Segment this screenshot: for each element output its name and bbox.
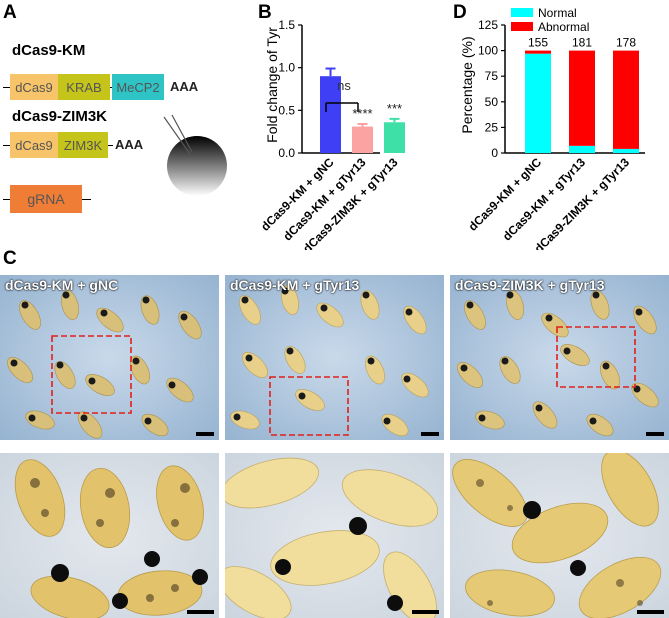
scale-bar: [187, 610, 214, 614]
chart-b-bar: [352, 126, 373, 153]
chart-d-bar-normal: [525, 53, 551, 154]
photo-zim-zoom: [450, 453, 669, 618]
chart-d-ytick-label: 0: [491, 146, 498, 160]
chart-b-significance: ****: [352, 106, 372, 121]
chart-b-ytick-label: 0.0: [278, 146, 295, 160]
chart-d-n-label: 178: [616, 36, 636, 50]
photo-label-zim: dCas9-ZIM3K + gTyr13: [455, 277, 605, 293]
chart-b-ylabel: Fold change of Tyr: [264, 27, 280, 143]
embryo-injection-illustration: [163, 114, 227, 196]
grna-block: gRNA: [10, 185, 82, 213]
chart-d-ytick-label: 75: [485, 69, 499, 83]
photo-gnc-zoom: [0, 453, 219, 618]
legend-swatch-abnormal: [511, 22, 533, 31]
krab-block: KRAB: [58, 74, 110, 100]
chart-b-ytick-label: 1.5: [278, 18, 295, 32]
ns-label: ns: [337, 78, 351, 93]
chart-d-n-label: 155: [528, 36, 548, 50]
photo-gnc-overview: dCas9-KM + gNC: [0, 275, 219, 440]
embryo-icon: [167, 136, 227, 196]
panel-label-c: C: [3, 248, 17, 269]
chart-d-ytick-label: 25: [485, 120, 499, 134]
scale-bar: [196, 432, 214, 436]
scale-bar: [421, 432, 439, 436]
panel-label-a: A: [3, 2, 17, 23]
phenotype-percentage-chart: Percentage (%) 0 25 50 75 100 125 155 dCas9-KM…: [459, 6, 645, 250]
photo-label-gnc: dCas9-KM + gNC: [5, 277, 119, 293]
chart-b-ytick-label: 1.0: [278, 61, 295, 75]
chart-d-bar-abnormal: [525, 50, 551, 54]
chart-b-ytick-label: 0.5: [278, 103, 295, 117]
chart-d-ylabel: Percentage (%): [459, 36, 475, 133]
legend-swatch-normal: [511, 8, 533, 17]
needle-icon: [163, 116, 191, 155]
polya-tail-zim: AAA: [113, 137, 146, 152]
chart-d-category-label: dCas9-KM + gNC: [466, 155, 545, 234]
dcas9-block-zim: dCas9: [10, 132, 58, 158]
photo-label-km: dCas9-KM + gTyr13: [230, 277, 360, 293]
chart-d-category-label: dCas9-KM + gTyr13: [500, 155, 588, 243]
chart-d-bar-normal: [613, 148, 639, 153]
chart-d-ytick-label: 125: [478, 18, 498, 32]
chart-d-bar-normal: [569, 145, 595, 153]
mecp2-block: MeCP2: [112, 74, 164, 100]
construct-title-km: dCas9-KM: [12, 42, 86, 59]
chart-d-ytick-label: 50: [485, 95, 499, 109]
photo-km-overview: dCas9-KM + gTyr13: [225, 275, 444, 440]
scale-bar: [412, 610, 439, 614]
construct-title-zim: dCas9-ZIM3K: [12, 108, 108, 125]
legend-label-abnormal: Abnormal: [538, 20, 589, 34]
chart-b-bar: [320, 76, 341, 153]
polya-tail-km: AAA: [168, 79, 201, 94]
dcas9-block-km: dCas9: [10, 74, 58, 100]
scale-bar: [646, 432, 664, 436]
photo-km-zoom: [225, 453, 444, 618]
photo-zim-overview: dCas9-ZIM3K + gTyr13: [450, 275, 669, 440]
chart-d-bar-abnormal: [569, 50, 595, 146]
zim3k-block: ZIM3K: [58, 132, 108, 158]
chart-d-n-label: 181: [572, 36, 592, 50]
chart-b-significance: ***: [387, 101, 402, 116]
panel-label-d: D: [453, 2, 467, 23]
chart-d-bar-abnormal: [613, 50, 639, 149]
scale-bar: [637, 610, 664, 614]
tyr-fold-change-chart: Fold change of Tyr 0.00.51.01.5 dCas9-KM…: [258, 18, 405, 250]
chart-b-bar: [384, 122, 405, 153]
panel-label-b: B: [258, 2, 272, 23]
chart-d-ytick-label: 100: [478, 44, 498, 58]
legend-label-normal: Normal: [538, 6, 577, 20]
